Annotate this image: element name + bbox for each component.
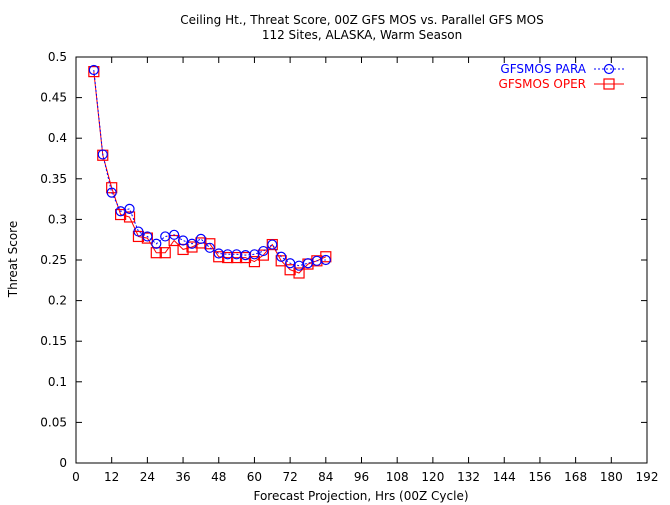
x-tick-label: 24: [140, 470, 155, 484]
data-point: [248, 256, 261, 268]
x-tick-label: 120: [421, 470, 444, 484]
chart-title: Ceiling Ht., Threat Score, 00Z GFS MOS v…: [180, 13, 543, 27]
x-tick-label: 108: [386, 470, 409, 484]
y-tick-label: 0.25: [40, 253, 67, 267]
data-point: [88, 66, 100, 78]
data-point: [142, 231, 153, 242]
series-layer: [88, 64, 332, 279]
data-point: [284, 264, 296, 276]
y-tick-label: 0.3: [48, 212, 67, 226]
data-point: [169, 229, 180, 240]
y-tick-label: 0.4: [48, 131, 67, 145]
legend-marker: [603, 78, 615, 90]
data-point: [204, 238, 216, 250]
x-tick-label: 0: [72, 470, 80, 484]
x-tick-label: 84: [318, 470, 333, 484]
data-point: [97, 149, 108, 160]
legend-marker: [603, 63, 615, 75]
data-point: [177, 235, 189, 246]
y-tick-label: 0.1: [48, 375, 67, 389]
x-tick-label: 144: [493, 470, 516, 484]
y-axis-label: Threat Score: [6, 221, 20, 298]
y-tick-label: 0: [59, 456, 67, 470]
data-point: [186, 241, 198, 253]
x-tick-label: 180: [600, 470, 623, 484]
data-point: [141, 232, 153, 244]
data-point: [258, 245, 269, 257]
series-line: [93, 69, 326, 267]
data-point: [249, 249, 260, 260]
data-point: [320, 254, 331, 266]
data-point: [159, 247, 171, 259]
data-point: [133, 226, 144, 237]
y-tick-label: 0.35: [40, 172, 67, 186]
data-point: [160, 231, 171, 242]
data-point: [276, 251, 287, 262]
x-tick-label: 168: [564, 470, 587, 484]
legend-label: GFSMOS OPER: [499, 77, 586, 91]
y-tick-label: 0.15: [40, 334, 67, 348]
x-tick-label: 192: [636, 470, 659, 484]
x-tick-label: 72: [282, 470, 297, 484]
data-point: [204, 242, 215, 253]
x-tick-label: 132: [457, 470, 480, 484]
x-tick-label: 36: [175, 470, 190, 484]
data-point: [88, 64, 99, 76]
y-tick-label: 0.2: [48, 294, 67, 308]
x-tick-label: 96: [354, 470, 369, 484]
chart-subtitle: 112 Sites, ALASKA, Warm Season: [262, 28, 462, 42]
data-point: [151, 238, 162, 249]
data-point: [267, 239, 278, 250]
x-tick-label: 48: [211, 470, 226, 484]
x-tick-label: 156: [528, 470, 551, 484]
plot-frame: [75, 56, 648, 464]
data-point: [106, 187, 117, 198]
data-point: [186, 238, 198, 249]
y-tick-label: 0.05: [40, 415, 67, 429]
y-tick-label: 0.5: [48, 50, 67, 64]
data-point: [293, 267, 305, 279]
data-point: [115, 208, 127, 221]
y-tick-label: 0.45: [40, 91, 67, 105]
data-point: [195, 233, 207, 244]
x-axis-label: Forecast Projection, Hrs (00Z Cycle): [253, 489, 468, 503]
data-point: [124, 203, 135, 214]
x-tick-label: 12: [104, 470, 119, 484]
legend-label: GFSMOS PARA: [500, 62, 586, 76]
data-point: [123, 211, 136, 223]
axis-ticks: 0 12 24 36 48 60 72 84 96 108 120 132 144 156 168 180 19…: [40, 50, 658, 484]
data-point: [320, 251, 332, 263]
x-tick-label: 60: [247, 470, 262, 484]
